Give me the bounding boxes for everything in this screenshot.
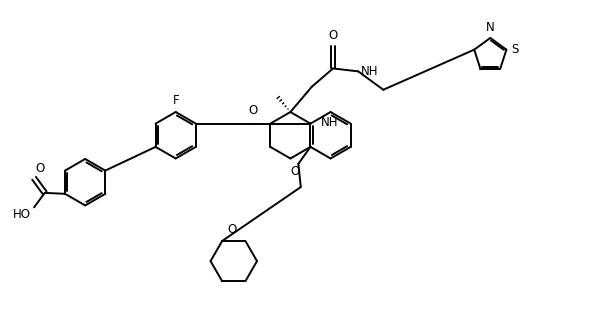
Text: O: O — [290, 165, 299, 178]
Text: NH: NH — [361, 65, 379, 78]
Text: O: O — [35, 162, 44, 175]
Text: F: F — [172, 94, 179, 107]
Text: N: N — [486, 21, 494, 33]
Text: HO: HO — [13, 208, 31, 221]
Text: O: O — [248, 104, 258, 117]
Text: O: O — [227, 223, 236, 236]
Text: NH: NH — [321, 116, 339, 129]
Text: O: O — [328, 29, 338, 42]
Text: S: S — [511, 43, 519, 56]
